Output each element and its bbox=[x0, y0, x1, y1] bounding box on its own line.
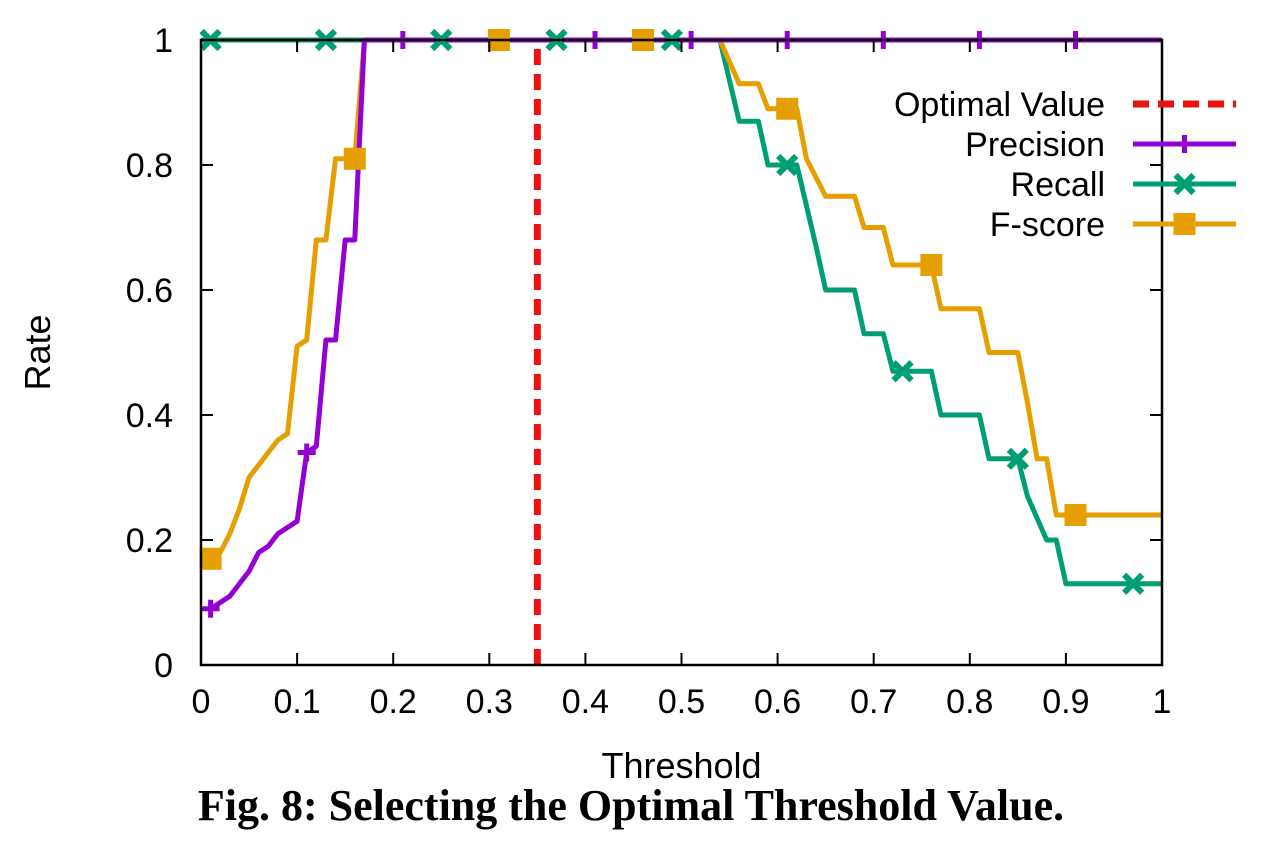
data-point-f-score bbox=[343, 147, 366, 170]
x-axis-ticks: 0 0.1 0.2 0.3 0.4 0.5 0.6 0.7 0.8 0.9 1 bbox=[192, 40, 1172, 721]
y-axis-title: Rate bbox=[17, 314, 58, 390]
legend-label: Precision bbox=[965, 126, 1105, 164]
y-axis-ticks: 0 0.2 0.4 0.6 0.8 1 bbox=[126, 22, 1162, 685]
data-point-f-score bbox=[199, 547, 222, 570]
y-tick-label: 0.8 bbox=[126, 147, 173, 185]
x-tick-label: 0.9 bbox=[1042, 683, 1089, 721]
legend-marker bbox=[1173, 213, 1196, 235]
data-point-recall bbox=[1122, 572, 1145, 595]
data-point-f-score bbox=[1064, 504, 1087, 526]
y-tick-label: 0.4 bbox=[126, 397, 173, 435]
series-line-f-score bbox=[209, 37, 1162, 561]
x-tick-label: 0.7 bbox=[850, 683, 897, 721]
legend-marker bbox=[1173, 172, 1196, 196]
x-tick-label: 0.6 bbox=[754, 683, 801, 721]
legend-label: Recall bbox=[1011, 166, 1105, 204]
legend-label: F-score bbox=[990, 206, 1105, 244]
y-tick-label: 0 bbox=[154, 647, 173, 685]
x-axis-title: Threshold bbox=[601, 745, 761, 780]
data-point-recall bbox=[776, 153, 799, 177]
x-tick-label: 0 bbox=[192, 683, 211, 721]
y-tick-label: 0.2 bbox=[126, 522, 173, 560]
plot-lines bbox=[199, 28, 1162, 665]
x-tick-label: 0.5 bbox=[658, 683, 705, 721]
x-tick-label: 0.8 bbox=[946, 683, 993, 721]
x-tick-label: 1 bbox=[1153, 683, 1172, 721]
series-line-recall bbox=[201, 37, 1162, 587]
x-tick-label: 0.3 bbox=[466, 683, 513, 721]
figure-caption: Fig. 8: Selecting the Optimal Threshold … bbox=[197, 781, 1065, 830]
data-point-recall bbox=[891, 360, 914, 383]
legend-label: Optimal Value bbox=[894, 86, 1105, 124]
y-tick-label: 1 bbox=[154, 22, 173, 60]
x-tick-label: 0.4 bbox=[562, 683, 609, 721]
threshold-rate-chart: 0 0.1 0.2 0.3 0.4 0.5 0.6 0.7 0.8 0.9 1 0 0.2 0.4 0.6… bbox=[17, 22, 1236, 780]
data-point-f-score bbox=[776, 97, 799, 120]
data-point-precision bbox=[201, 599, 220, 618]
data-point-f-score bbox=[920, 254, 943, 276]
legend-marker bbox=[1175, 135, 1194, 153]
x-tick-label: 0.1 bbox=[273, 683, 320, 721]
data-point-recall bbox=[1006, 447, 1029, 470]
y-tick-label: 0.6 bbox=[126, 272, 173, 310]
data-point-precision bbox=[297, 443, 316, 462]
x-tick-label: 0.2 bbox=[370, 683, 417, 721]
